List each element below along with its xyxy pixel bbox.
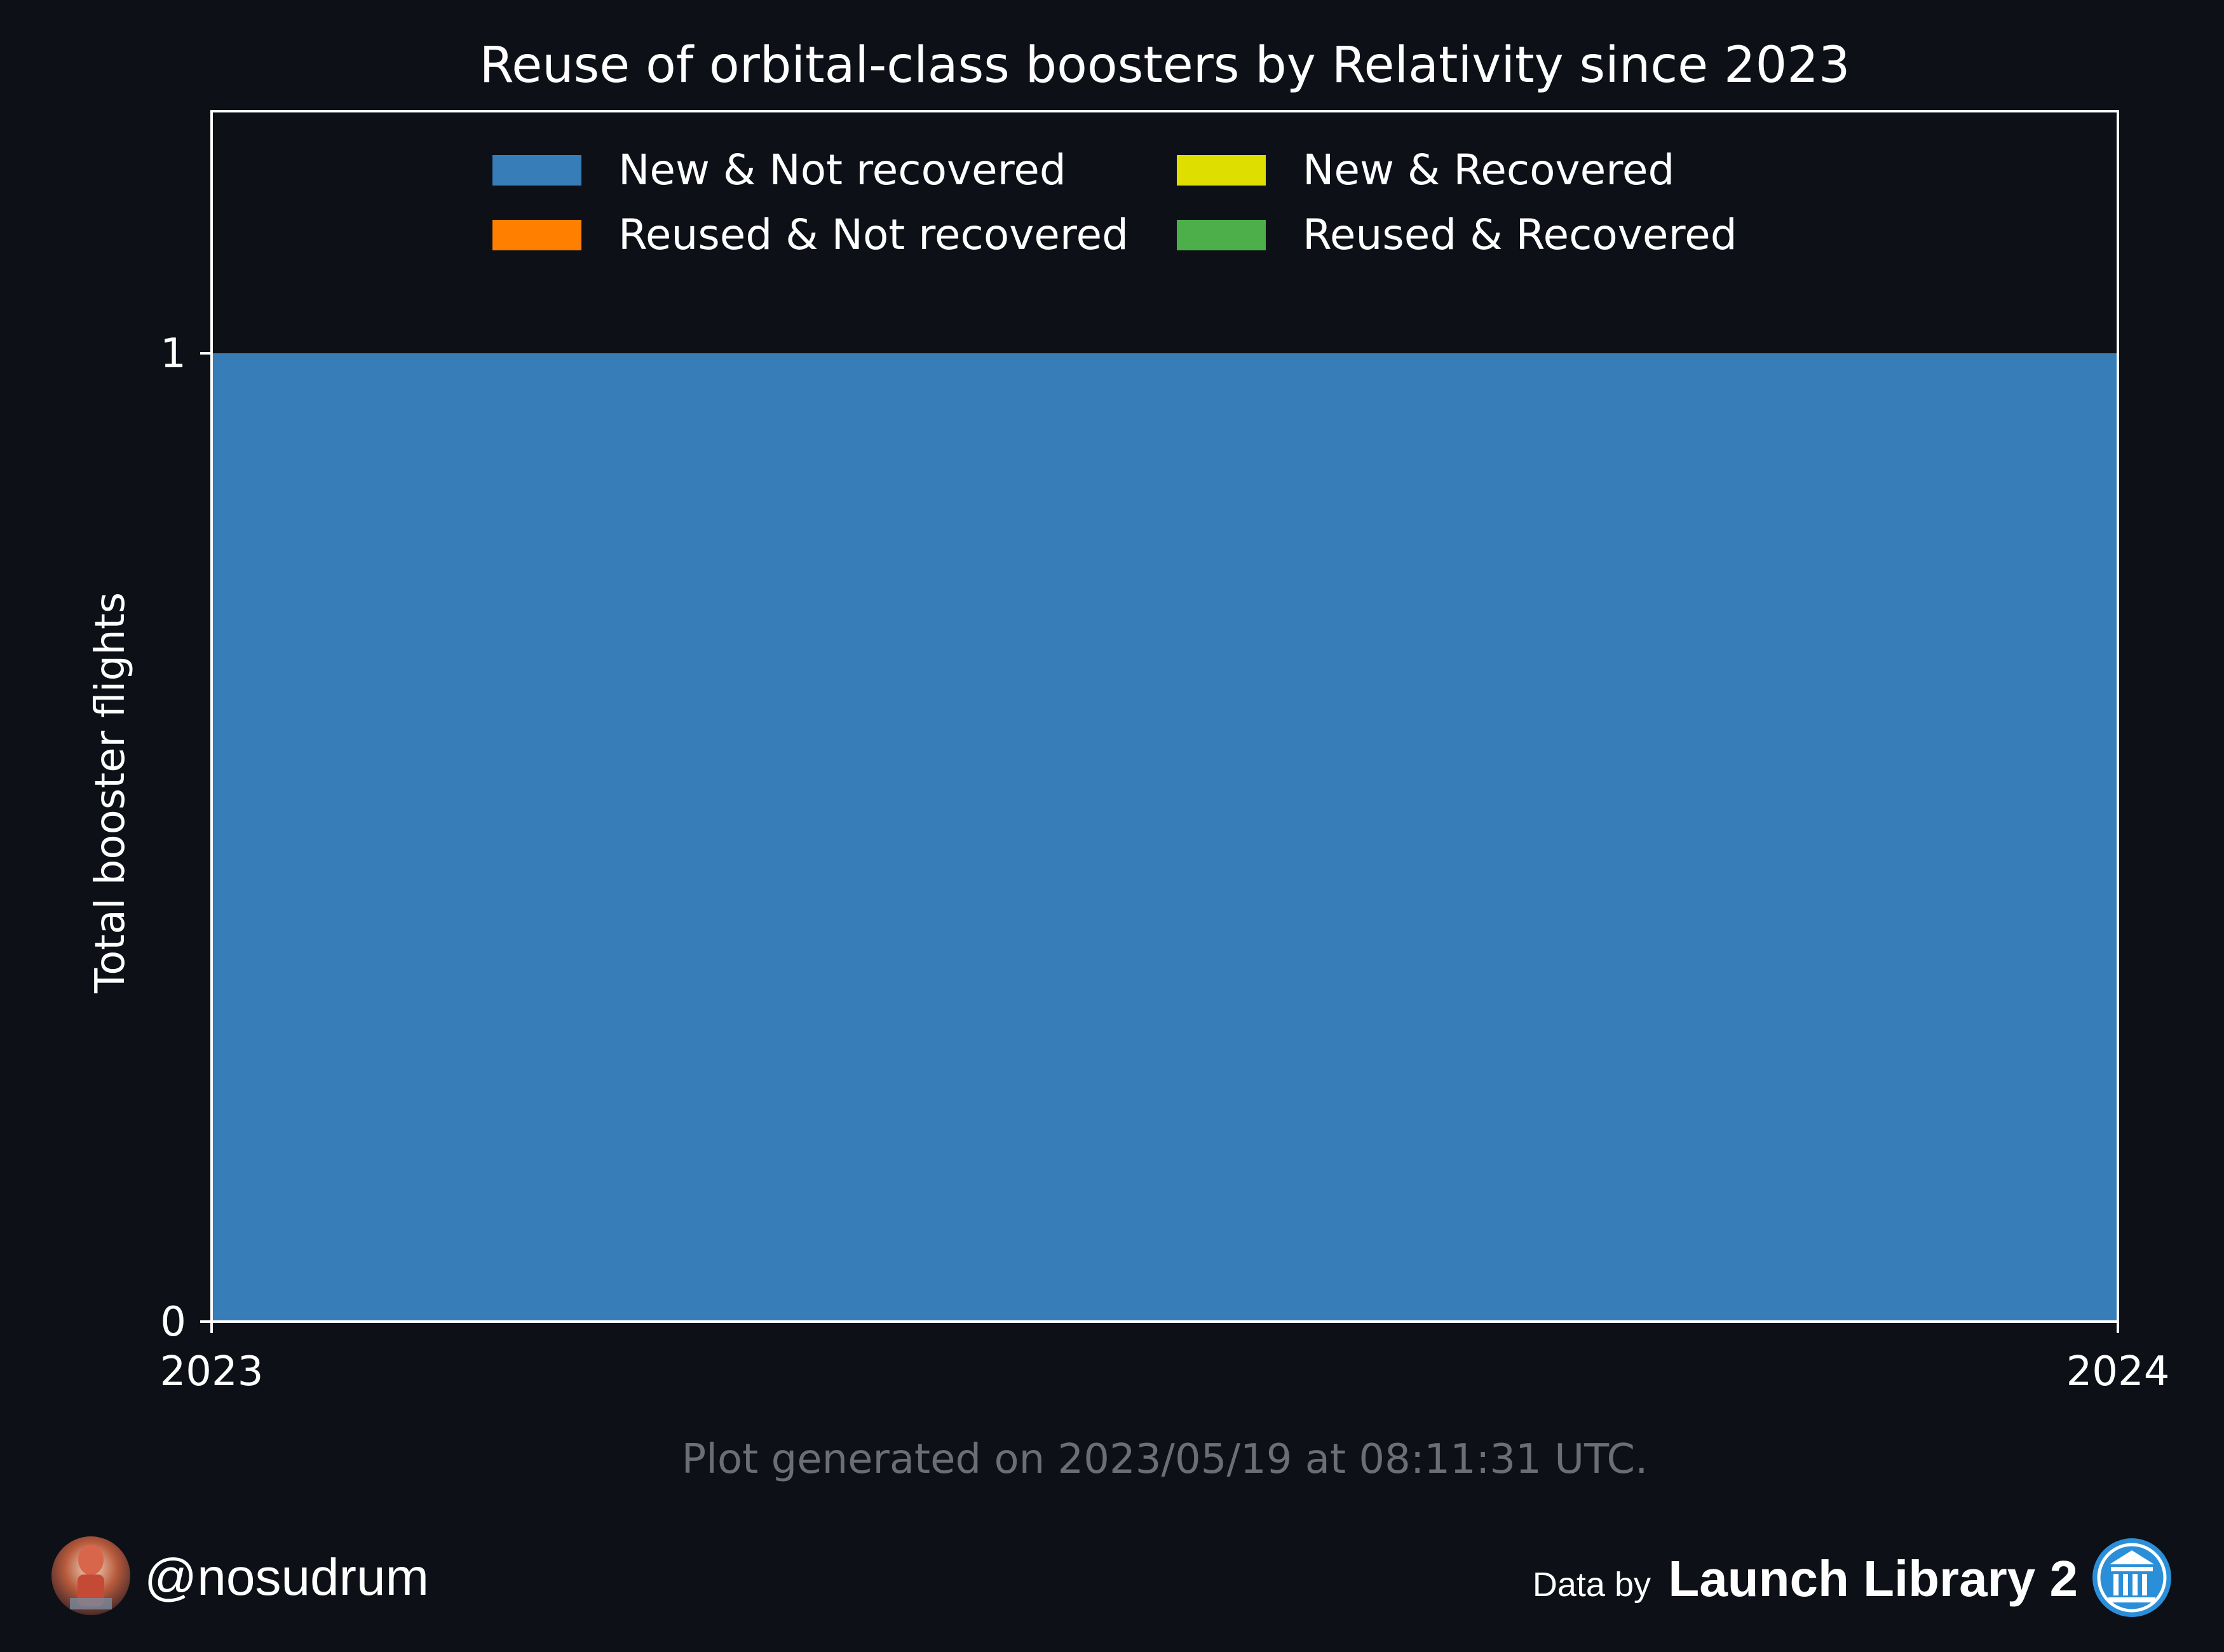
x-tick-label: 2024 [2066,1348,2170,1395]
legend-swatch [492,155,581,186]
series-layer [212,353,2118,1322]
axes-frame [210,110,2119,1323]
x-tick-label: 2023 [160,1348,264,1395]
legend-swatch [1177,220,1266,250]
y-axis-label: Total booster flights [87,592,134,994]
ticks-layer: 2023 2024 0 1 [160,330,2170,1395]
legend: New & Not recovered Reused & Not recovere… [492,146,1737,259]
author-handle: @nosudrum [144,1548,429,1606]
series-area-new-not-recovered [212,353,2118,1322]
legend-label: New & Recovered [1303,146,1674,194]
y-tick-label: 0 [160,1299,186,1346]
chart-title: Reuse of orbital-class boosters by Relat… [480,37,1850,94]
legend-label: New & Not recovered [618,146,1066,194]
credit-name: Launch Library 2 [1668,1550,2078,1607]
legend-swatch [1177,155,1266,186]
legend-label: Reused & Recovered [1303,210,1737,259]
legend-label: Reused & Not recovered [618,210,1129,259]
astronaut-avatar-icon [51,1536,130,1615]
legend-swatch [492,220,581,250]
generated-note: Plot generated on 2023/05/19 at 08:11:31… [682,1436,1648,1483]
credit-prefix: Data by [1533,1566,1651,1604]
y-tick-label: 1 [160,330,186,377]
launch-library-institution-icon [2092,1538,2171,1617]
